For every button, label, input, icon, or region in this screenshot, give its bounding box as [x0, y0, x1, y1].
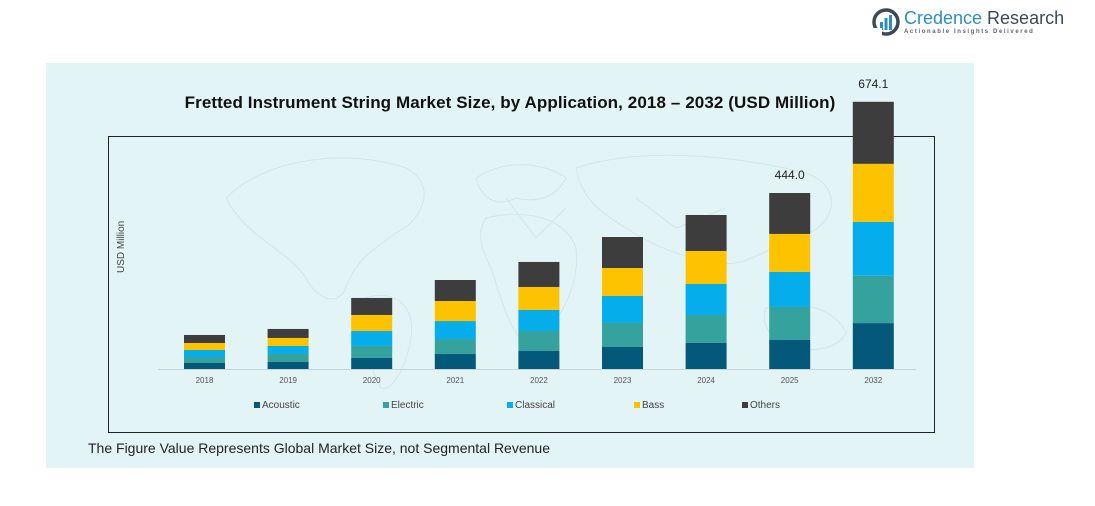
bar-segment-others-2020 [351, 297, 393, 315]
logo-name: Credence Research [904, 7, 1065, 28]
bar-segment-classical-2022 [518, 309, 560, 331]
bar-segment-others-2025 [769, 193, 811, 234]
bar-segment-acoustic-2019 [267, 361, 309, 369]
bar-segment-acoustic-2020 [351, 357, 393, 369]
bar-segment-acoustic-2025 [769, 339, 811, 369]
bar-segment-classical-2024 [685, 284, 727, 316]
bar-segment-bass-2024 [685, 250, 727, 285]
bar-segment-classical-2020 [351, 330, 393, 346]
bar-segment-electric-2018 [184, 357, 225, 364]
bar-segment-bass-2023 [602, 268, 643, 296]
bar-segment-others-2023 [602, 237, 643, 268]
bar-segment-acoustic-2023 [602, 347, 643, 369]
bar-segment-acoustic-2022 [518, 351, 560, 369]
chart-title: Fretted Instrument String Market Size, b… [184, 93, 836, 112]
bar-segment-electric-2020 [351, 345, 393, 358]
legend-swatch-acoustic [254, 402, 260, 408]
legend-label-others: Others [750, 400, 780, 411]
x-tick-label-2022: 2022 [530, 376, 548, 385]
stacked-bar-chart: 2018 2019 2020 2021 2022 2023 2024 2025 444.0 203… [158, 77, 916, 411]
x-tick-label-2032: 2032 [864, 376, 882, 385]
x-tick-label-2021: 2021 [446, 376, 464, 385]
bar-segment-others-2024 [685, 215, 727, 251]
bar-segment-acoustic-2024 [685, 343, 727, 369]
bar-segment-acoustic-2021 [434, 354, 476, 369]
bar-segment-others-2032 [852, 101, 894, 164]
bar-segment-bass-2032 [852, 163, 894, 222]
legend-label-classical: Classical [515, 400, 555, 411]
credence-research-logo: Credence Research Actionable Insights De… [872, 6, 1064, 38]
bar-segment-others-2019 [267, 328, 309, 338]
x-tick-label-2025: 2025 [781, 376, 799, 385]
legend-swatch-electric [383, 402, 389, 408]
bar-segment-bass-2020 [351, 314, 393, 331]
bar-segment-others-2018 [184, 334, 225, 343]
bar-segment-electric-2019 [267, 353, 309, 362]
bar-segment-classical-2032 [852, 221, 894, 276]
bar-segment-bass-2021 [434, 301, 476, 322]
logo-tagline: Actionable Insights Delivered [904, 28, 1035, 35]
x-tick-label-2020: 2020 [363, 376, 381, 385]
bar-segment-acoustic-2032 [852, 323, 894, 369]
bar-segment-electric-2022 [518, 330, 560, 352]
bar-segment-others-2021 [434, 280, 476, 302]
legend-swatch-others [742, 402, 748, 408]
chart-panel: Fretted Instrument String Market Size, b… [46, 63, 974, 468]
bar-segment-bass-2022 [518, 286, 560, 310]
logo-chart-icon [872, 8, 900, 36]
total-label-2032: 674.1 [858, 77, 888, 91]
legend-label-electric: Electric [391, 400, 424, 411]
total-label-2025: 444.0 [775, 168, 805, 182]
legend-label-acoustic: Acoustic [262, 400, 300, 411]
legend-swatch-bass [634, 402, 640, 408]
bar-segment-acoustic-2018 [184, 363, 225, 369]
legend-label-bass: Bass [642, 400, 664, 411]
bar-segment-classical-2018 [184, 350, 225, 358]
x-tick-label-2024: 2024 [697, 376, 715, 385]
bar-segment-others-2022 [518, 261, 560, 287]
bar-segment-electric-2025 [769, 306, 811, 340]
bar-segment-classical-2019 [267, 345, 309, 354]
footnote: The Figure Value Represents Global Marke… [88, 440, 550, 456]
bar-segment-classical-2025 [769, 271, 811, 307]
bar-segment-bass-2019 [267, 337, 309, 346]
bar-segment-bass-2018 [184, 343, 225, 351]
x-tick-label-2018: 2018 [196, 376, 214, 385]
bar-segment-electric-2023 [602, 322, 643, 347]
x-tick-label-2019: 2019 [279, 376, 297, 385]
bar-segment-electric-2024 [685, 315, 727, 343]
bar-segment-classical-2021 [434, 321, 476, 340]
plot-area-border [108, 136, 935, 433]
x-tick-label-2023: 2023 [614, 376, 632, 385]
legend-swatch-classical [507, 402, 513, 408]
bar-segment-classical-2023 [602, 295, 643, 323]
bar-segment-bass-2025 [769, 233, 811, 272]
bar-segment-electric-2032 [852, 275, 894, 324]
bar-segment-electric-2021 [434, 339, 476, 355]
